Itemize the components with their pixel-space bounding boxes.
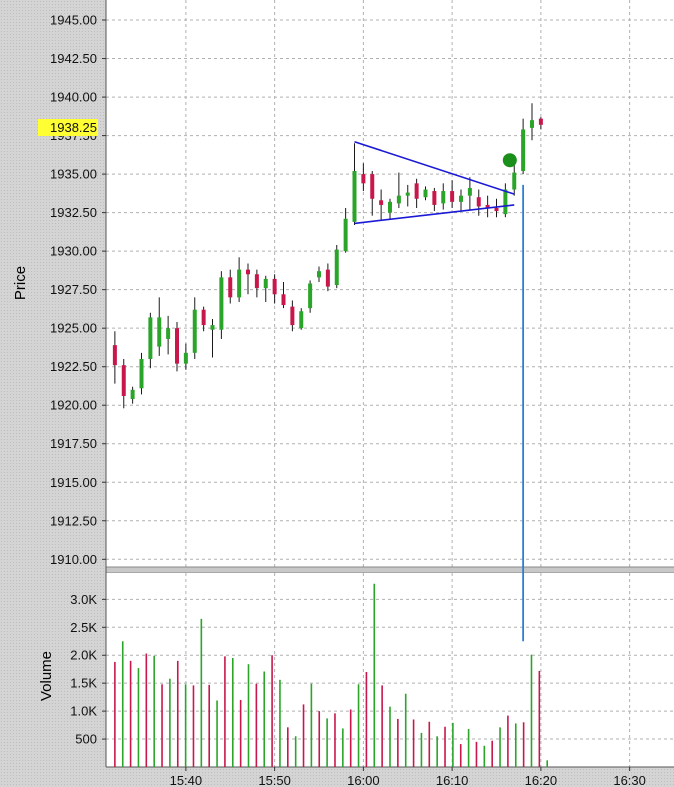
candle-body [272, 278, 277, 295]
price-tick-label: 1935.00 [50, 167, 97, 182]
candle-body [512, 172, 517, 190]
current-price-highlight [38, 119, 98, 136]
current-price-label: 1938.25 [50, 120, 97, 135]
pattern-annotations [354, 140, 525, 642]
candle-body [521, 129, 526, 172]
time-tick-label: 16:00 [347, 773, 380, 787]
candle-body [237, 269, 242, 298]
volume-tick-label: 500 [75, 732, 97, 747]
candle-body [388, 201, 392, 213]
price-tick-label: 1910.00 [50, 552, 97, 567]
candle-body [183, 352, 188, 364]
price-tick-label: 1945.00 [50, 13, 97, 28]
candle-body [538, 118, 543, 125]
candle-body [476, 197, 481, 207]
entry-marker-dot [502, 153, 517, 168]
candle-body [334, 249, 339, 286]
candle-body [494, 208, 499, 212]
candle-body [317, 271, 321, 278]
candle-body [441, 191, 446, 204]
price-tick-label: 1932.50 [50, 205, 97, 220]
candle-body [414, 183, 419, 199]
candle-body [379, 200, 384, 205]
candle-body [281, 294, 286, 306]
time-tick-label: 15:40 [170, 773, 203, 787]
candle-body [157, 317, 162, 347]
candle-body [343, 218, 348, 252]
price-tick-label: 1927.50 [50, 282, 97, 297]
volume-tick-label: 1.0K [70, 704, 97, 719]
candle-body [467, 187, 472, 196]
candle-body [139, 358, 144, 389]
candle-body [263, 278, 268, 289]
volume-tick-label: 1.5K [70, 676, 97, 691]
price-tick-label: 1930.00 [50, 244, 97, 259]
candle-body [405, 192, 410, 196]
time-tick-label: 16:10 [436, 773, 469, 787]
candle-body [450, 191, 455, 202]
price-tick-label: 1917.50 [50, 436, 97, 451]
candle-body [290, 306, 295, 326]
candle-body [485, 204, 490, 209]
candle-body [192, 309, 197, 353]
price-tick-label: 1942.50 [50, 51, 97, 66]
price-plot-area [106, 0, 674, 567]
price-tick-label: 1920.00 [50, 398, 97, 413]
candle-body [423, 189, 428, 198]
price-tick-label: 1925.00 [50, 321, 97, 336]
price-tick-label: 1940.00 [50, 90, 97, 105]
candle-body [432, 191, 437, 205]
panel-divider[interactable] [106, 567, 674, 573]
candle-body [130, 389, 135, 400]
candle-body [121, 365, 126, 396]
time-axis-ticks: 15:40 15:50 16:00 16:10 16:20 16:30 [170, 767, 646, 787]
price-axis-ticks: 1945.001942.501940.001937.501935.001932.… [50, 13, 106, 567]
triangle-upper-line [354, 140, 515, 195]
volume-axis-label: Volume [38, 651, 55, 701]
candlestick-series [112, 103, 543, 409]
triangle-lower-line [354, 204, 515, 225]
volume-bars [114, 583, 549, 767]
candle-body [396, 195, 401, 204]
time-tick-label: 16:30 [613, 773, 646, 787]
time-tick-label: 16:20 [525, 773, 558, 787]
volume-tick-label: 2.5K [70, 620, 97, 635]
candle-body [503, 189, 508, 215]
candle-body [201, 309, 206, 326]
candle-body [370, 174, 375, 199]
candle-body [254, 274, 259, 289]
candle-body [361, 174, 366, 184]
candle-body [325, 269, 330, 287]
candle-body [112, 345, 117, 366]
volume-tick-label: 2.0K [70, 648, 97, 663]
candle-body [299, 311, 304, 329]
price-axis-label: Price [12, 266, 29, 300]
volume-axis-ticks: 3.0K 2.5K 2.0K 1.5K 1.0K 500 [70, 592, 106, 747]
time-tick-label: 15:50 [258, 773, 291, 787]
candle-body [228, 277, 233, 298]
price-tick-label: 1922.50 [50, 359, 97, 374]
candle-body [459, 195, 463, 202]
candle-body [352, 171, 357, 222]
price-tick-label: 1915.00 [50, 475, 97, 490]
candle-body [530, 120, 534, 128]
candle-body [210, 325, 215, 330]
candle-body [148, 317, 153, 359]
volume-tick-label: 3.0K [70, 592, 97, 607]
candle-body [308, 283, 313, 309]
candle-body [166, 328, 171, 339]
candle-body [219, 277, 224, 330]
candle-body [246, 269, 250, 275]
price-tick-label: 1912.50 [50, 513, 97, 528]
candle-body [175, 328, 179, 364]
